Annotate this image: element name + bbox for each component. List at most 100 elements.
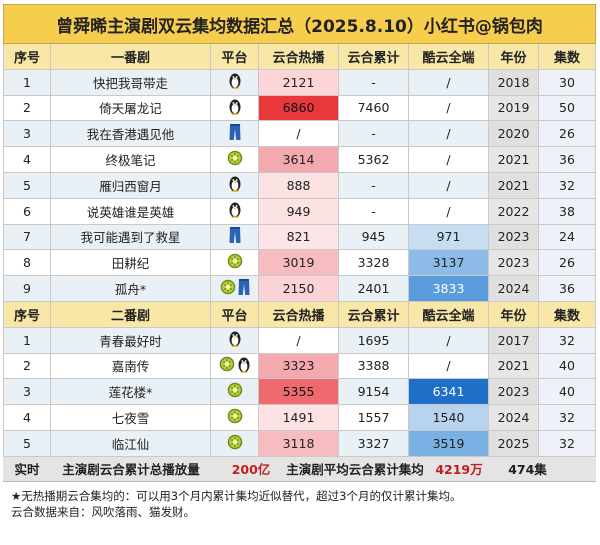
penguin-icon [228,175,242,195]
jeans-icon [238,278,250,299]
year-value: 2024 [489,276,539,302]
kuyun-value: / [409,69,489,96]
drama-title: 孤舟* [51,276,211,302]
platform-cell [211,121,259,148]
row-number: 2 [3,353,51,380]
drama-title: 我在香港遇见他 [51,121,211,148]
platform-cell [211,224,259,251]
drama-title: 说英雄谁是英雄 [51,198,211,225]
kiwi-icon [227,150,243,169]
kuyun-value: / [409,95,489,122]
second-drama-table: 1 青春最好时/1695/2017 32 2 嘉南传 3323 3388/2021 40 3 莲花… [3,327,596,457]
yunhe-hot-value: 6860 [259,95,339,122]
row-number: 3 [3,121,51,148]
drama-title: 田耕纪 [51,250,211,277]
total-plays-value: 200亿 [211,457,291,482]
header-cell: 序号 [3,44,51,70]
row-number: 1 [3,69,51,96]
table-row: 1 快把我哥带走 2121-/2018 30 [3,69,596,96]
header-cell: 平台 [211,44,259,70]
year-value: 2021 [489,147,539,173]
kiwi-icon [227,253,243,272]
drama-title: 我可能遇到了救星 [51,224,211,251]
yunhe-cumulative-value: - [339,172,409,199]
platform-cell [211,430,259,457]
table-row: 1 青春最好时/1695/2017 32 [3,327,596,354]
table-row: 2 嘉南传 3323 3388/2021 40 [3,353,596,380]
yunhe-cumulative-value: 945 [339,224,409,251]
yunhe-hot-value: / [259,121,339,148]
yunhe-cumulative-value: 3328 [339,250,409,277]
header-cell: 酷云全端 [409,301,489,328]
yunhe-cumulative-value: 1557 [339,405,409,431]
average-value: 4219万 [419,457,499,482]
table-row: 4 七夜雪 1491 1557 1540 2024 32 [3,405,596,431]
kuyun-value: / [409,172,489,199]
yunhe-cumulative-value: 2401 [339,276,409,302]
yunhe-hot-value: 3614 [259,147,339,173]
yunhe-hot-value: 5355 [259,379,339,406]
episode-count: 26 [539,250,596,277]
row-number: 5 [3,430,51,457]
row-number: 4 [3,147,51,173]
table-row: 2 倚天屠龙记 6860 7460/2019 50 [3,95,596,122]
year-value: 2020 [489,121,539,148]
kuyun-value: / [409,327,489,354]
summary-filler [556,457,596,482]
episode-count: 32 [539,172,596,199]
yunhe-cumulative-value: 3388 [339,353,409,380]
header-cell: 集数 [539,301,596,328]
table-row: 5 临江仙 3118 3327 3519 2025 32 [3,430,596,457]
yunhe-hot-value: 821 [259,224,339,251]
year-value: 2025 [489,430,539,457]
row-number: 6 [3,198,51,225]
yunhe-cumulative-value: 7460 [339,95,409,122]
year-value: 2019 [489,95,539,122]
drama-title: 嘉南传 [51,353,211,380]
year-value: 2023 [489,224,539,251]
platform-cell [211,353,259,380]
sheet-title: 曾舜晞主演剧双云集均数据汇总（2025.8.10）小红书@锅包肉 [3,4,596,44]
header-cell: 一番剧 [51,44,211,70]
penguin-icon [228,201,242,221]
table-row: 4 终极笔记 3614 5362/2021 36 [3,147,596,173]
kuyun-value: 3519 [409,430,489,457]
penguin-icon [228,98,242,118]
year-value: 2023 [489,250,539,277]
header-cell: 云合热播 [259,301,339,328]
episode-count: 32 [539,430,596,457]
drama-title: 倚天屠龙记 [51,95,211,122]
year-value: 2017 [489,327,539,354]
episode-count: 32 [539,405,596,431]
header-cell: 年份 [489,301,539,328]
year-value: 2018 [489,69,539,96]
episode-count: 38 [539,198,596,225]
row-number: 1 [3,327,51,354]
drama-title: 莲花楼* [51,379,211,406]
platform-cell [211,250,259,277]
row-number: 5 [3,172,51,199]
yunhe-hot-value: 2121 [259,69,339,96]
header-cell: 平台 [211,301,259,328]
drama-title: 雁归西窗月 [51,172,211,199]
yunhe-cumulative-value: 3327 [339,430,409,457]
row-number: 8 [3,250,51,277]
year-value: 2023 [489,379,539,406]
jeans-icon [229,226,241,247]
header-row-second: 序号 二番剧 平台 云合热播 云合累计 酷云全端 年份 集数 [3,301,596,328]
lead-drama-table: 1 快把我哥带走 2121-/2018 30 2 倚天屠龙记 6860 7460/2019 50… [3,69,596,302]
total-episodes: 474集 [499,457,556,482]
header-cell: 二番剧 [51,301,211,328]
header-cell: 酷云全端 [409,44,489,70]
summary-row: 实时 主演剧云合累计总播放量 200亿 主演剧平均云合累计集均 4219万 47… [3,456,596,482]
kuyun-value: / [409,147,489,173]
yunhe-cumulative-value: - [339,121,409,148]
drama-title: 青春最好时 [51,327,211,354]
drama-title: 七夜雪 [51,405,211,431]
total-plays-label: 主演剧云合累计总播放量 [51,457,211,482]
kuyun-value: 971 [409,224,489,251]
episode-count: 26 [539,121,596,148]
header-cell: 云合热播 [259,44,339,70]
yunhe-hot-value: 3323 [259,353,339,380]
yunhe-hot-value: 2150 [259,276,339,302]
